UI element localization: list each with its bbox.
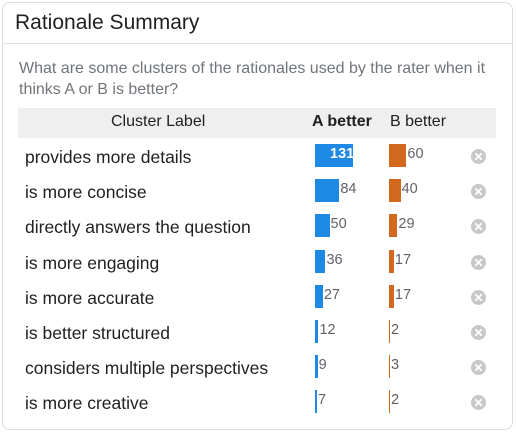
- table-row: is more creative 7 2: [18, 384, 496, 419]
- a-better-value: 50: [330, 216, 347, 233]
- b-better-bar: [389, 390, 390, 414]
- b-better-value: 29: [398, 216, 415, 233]
- a-better-value: 27: [323, 286, 340, 303]
- b-better-bar: [389, 319, 390, 343]
- cluster-label: is more creative: [25, 393, 149, 414]
- card-description: What are some clusters of the rationales…: [19, 60, 486, 98]
- close-circle-icon: [474, 188, 483, 196]
- a-better-bar: [315, 284, 323, 308]
- a-better-bar: [315, 355, 318, 379]
- b-better-bar: [389, 214, 398, 238]
- table-row: is better structured 12 2: [18, 314, 496, 349]
- table-row: considers multiple perspectives 9 3: [18, 349, 496, 384]
- remove-cluster-button[interactable]: [471, 219, 486, 235]
- remove-cluster-button[interactable]: [471, 149, 486, 164]
- a-better-value: 9: [318, 357, 327, 374]
- rationale-table: Cluster Label A better B better provides…: [18, 108, 496, 420]
- close-circle-icon: [474, 293, 483, 301]
- cluster-label: is better structured: [25, 322, 170, 343]
- b-better-value: 40: [401, 181, 418, 198]
- b-better-value: 17: [394, 251, 412, 268]
- close-circle-icon: [474, 152, 483, 161]
- b-better-value: 2: [391, 392, 400, 409]
- column-header-b-better[interactable]: B better: [390, 113, 447, 130]
- column-header-a-better[interactable]: A better: [312, 113, 372, 130]
- b-better-bar: [389, 144, 407, 167]
- b-better-value: 60: [407, 146, 424, 162]
- remove-cluster-button[interactable]: [471, 324, 486, 340]
- close-circle-icon: [474, 364, 483, 372]
- b-better-value: 2: [391, 321, 400, 338]
- close-circle-icon: [474, 328, 483, 337]
- a-better-bar: [315, 249, 326, 273]
- b-better-bar: [389, 179, 401, 203]
- table-row: provides more details 131 60: [18, 138, 496, 173]
- table-row: is more concise 84 40: [18, 173, 496, 208]
- table-body: provides more details 131 60 is more concis…: [18, 138, 496, 420]
- a-better-bar: [315, 319, 319, 343]
- remove-cluster-button[interactable]: [471, 360, 486, 376]
- column-header-cluster-label[interactable]: Cluster Label: [111, 113, 206, 130]
- a-better-value: 84: [340, 181, 357, 198]
- b-better-bar: [389, 284, 394, 308]
- close-circle-icon: [474, 258, 483, 266]
- remove-cluster-button[interactable]: [471, 395, 486, 411]
- b-better-value: 3: [391, 357, 400, 374]
- a-better-bar: [315, 214, 330, 238]
- a-better-value: 12: [319, 321, 336, 338]
- a-better-bar: [315, 144, 353, 167]
- a-better-value: 7: [318, 392, 327, 409]
- a-better-bar: [315, 390, 318, 414]
- table-header: Cluster Label A better B better: [18, 108, 496, 138]
- remove-cluster-button[interactable]: [471, 254, 486, 270]
- a-better-value: 131: [330, 146, 355, 162]
- remove-cluster-button[interactable]: [471, 184, 486, 200]
- rationale-summary-card: Rationale Summary What are some clusters…: [2, 2, 513, 430]
- a-better-bar: [315, 179, 340, 203]
- table-row: directly answers the question 50 29: [18, 208, 496, 243]
- cluster-label: is more concise: [25, 182, 147, 203]
- close-circle-icon: [474, 223, 483, 231]
- close-circle-icon: [474, 399, 483, 407]
- card-title: Rationale Summary: [15, 11, 200, 34]
- a-better-value: 36: [326, 251, 343, 268]
- cluster-label: considers multiple perspectives: [25, 358, 269, 379]
- table-row: is more engaging 36 17: [18, 244, 496, 279]
- cluster-label: is more accurate: [25, 287, 155, 308]
- b-better-value: 17: [394, 286, 412, 303]
- cluster-label: provides more details: [25, 147, 192, 167]
- remove-cluster-button[interactable]: [471, 289, 486, 305]
- card-header: Rationale Summary: [3, 3, 512, 44]
- table-row: is more accurate 27 17: [18, 279, 496, 314]
- b-better-bar: [389, 249, 394, 273]
- cluster-label: is more engaging: [25, 252, 160, 273]
- cluster-label: directly answers the question: [25, 217, 251, 238]
- b-better-bar: [389, 355, 390, 379]
